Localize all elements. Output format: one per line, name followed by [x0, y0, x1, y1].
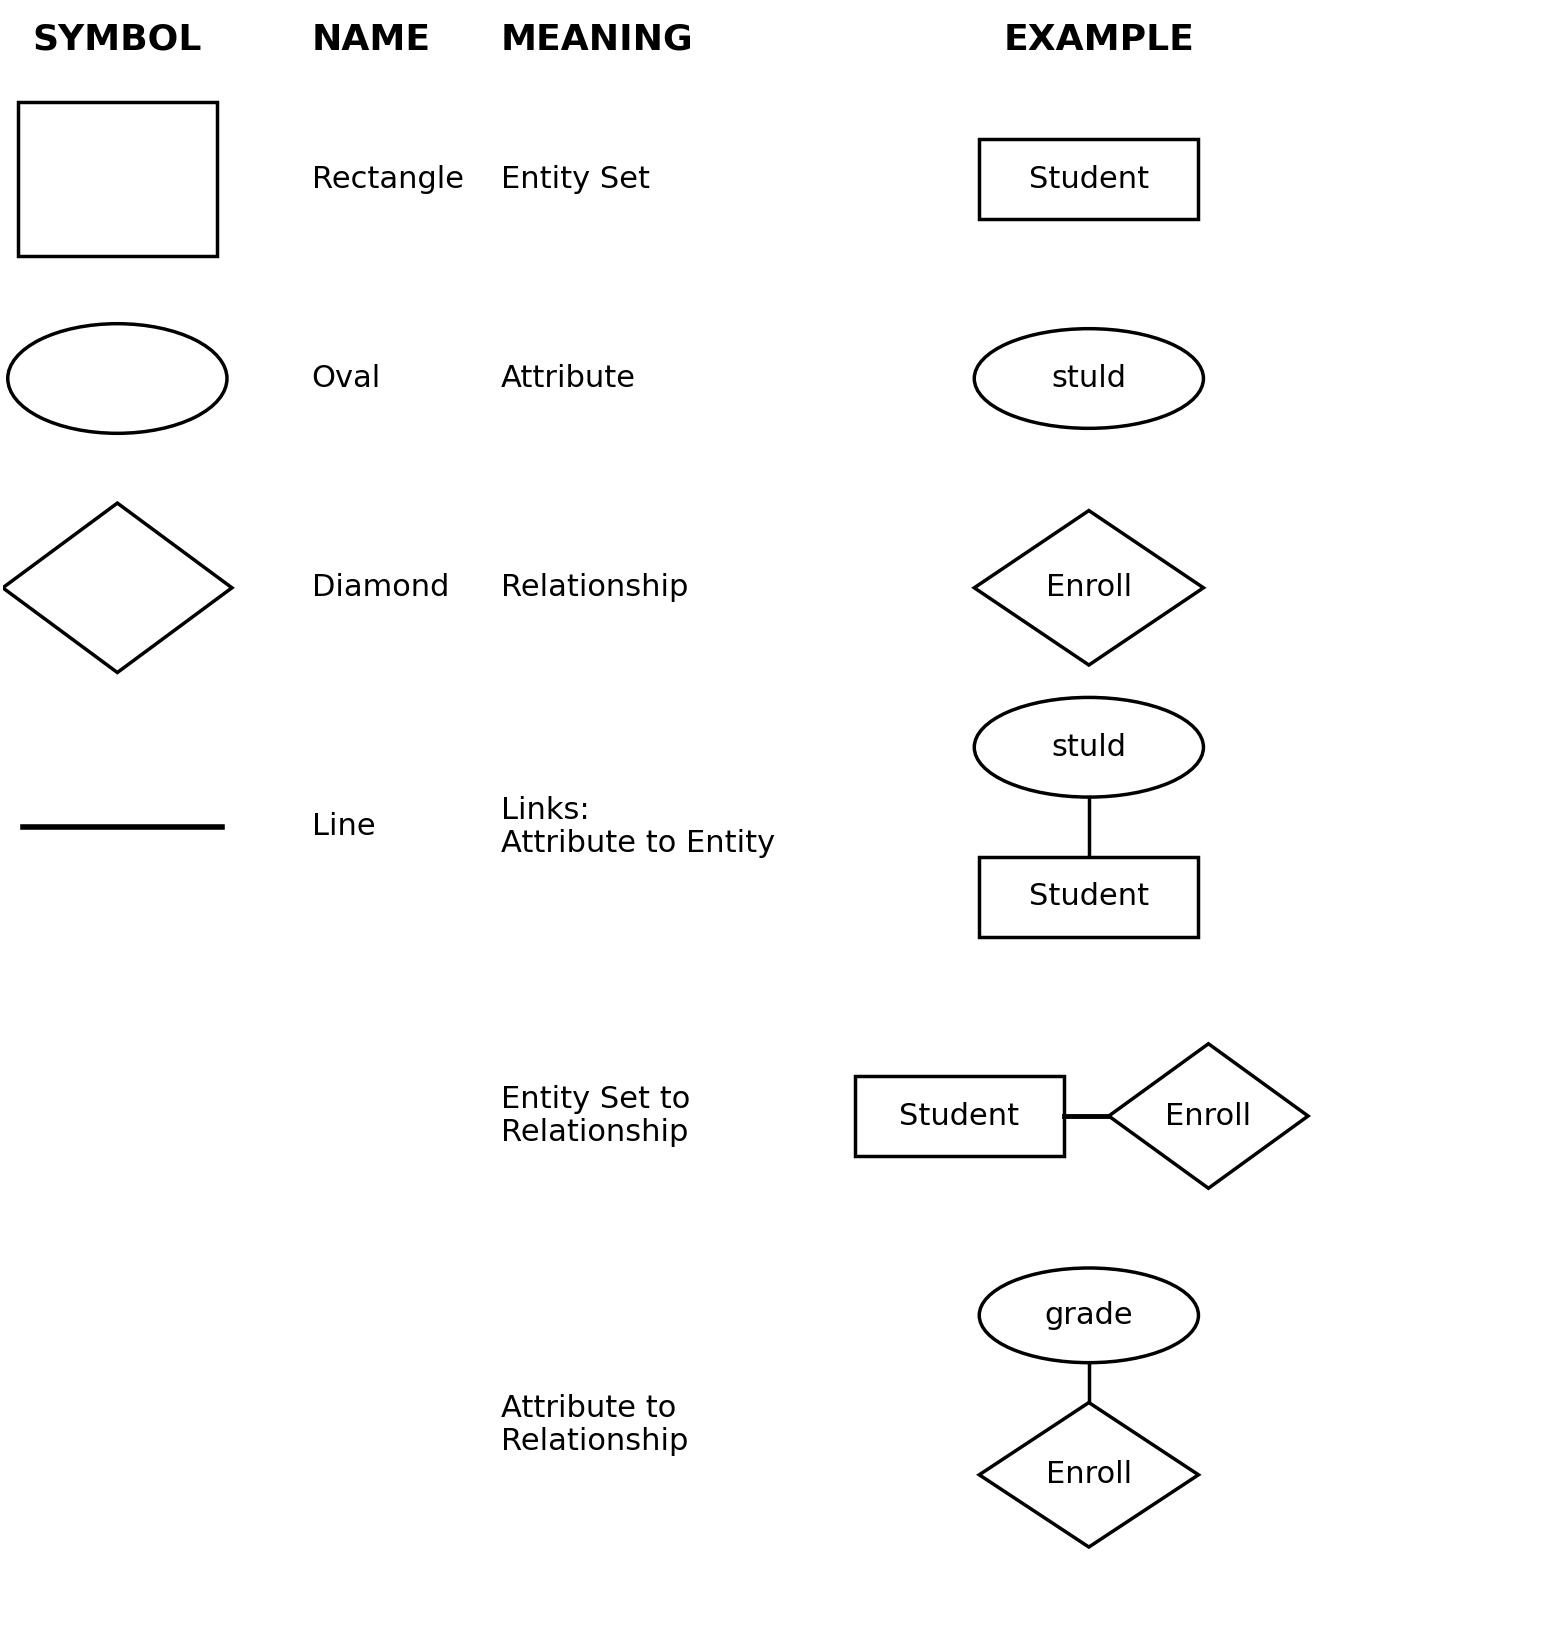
Text: Oval: Oval	[311, 364, 381, 394]
Ellipse shape	[8, 324, 227, 433]
Text: Attribute to
Relationship: Attribute to Relationship	[501, 1393, 688, 1456]
Text: NAME: NAME	[311, 23, 430, 56]
Text: Line: Line	[311, 812, 376, 842]
Text: Enroll: Enroll	[1046, 573, 1132, 603]
Text: Diamond: Diamond	[311, 573, 449, 603]
Ellipse shape	[975, 697, 1204, 797]
Text: Enroll: Enroll	[1046, 1461, 1132, 1489]
Text: SYMBOL: SYMBOL	[32, 23, 203, 56]
Ellipse shape	[979, 1268, 1199, 1362]
Text: stuld: stuld	[1052, 364, 1126, 394]
Polygon shape	[1109, 1044, 1309, 1187]
Text: MEANING: MEANING	[501, 23, 693, 56]
Text: Rectangle: Rectangle	[311, 165, 464, 194]
Polygon shape	[979, 1403, 1199, 1547]
FancyBboxPatch shape	[17, 102, 217, 257]
FancyBboxPatch shape	[854, 1075, 1064, 1156]
Text: grade: grade	[1044, 1301, 1132, 1329]
Text: EXAMPLE: EXAMPLE	[1004, 23, 1194, 56]
Text: Student: Student	[1029, 165, 1149, 194]
Polygon shape	[975, 511, 1204, 665]
FancyBboxPatch shape	[979, 140, 1199, 219]
Text: stuld: stuld	[1052, 733, 1126, 763]
Text: Enroll: Enroll	[1165, 1102, 1252, 1130]
Text: Student: Student	[899, 1102, 1019, 1130]
Text: Links:
Attribute to Entity: Links: Attribute to Entity	[501, 796, 775, 858]
Text: Student: Student	[1029, 883, 1149, 911]
Text: Entity Set: Entity Set	[501, 165, 650, 194]
Text: Attribute: Attribute	[501, 364, 636, 394]
FancyBboxPatch shape	[979, 856, 1199, 937]
Text: Entity Set to
Relationship: Entity Set to Relationship	[501, 1085, 690, 1148]
Ellipse shape	[975, 329, 1204, 428]
Polygon shape	[3, 502, 232, 672]
Text: Relationship: Relationship	[501, 573, 688, 603]
